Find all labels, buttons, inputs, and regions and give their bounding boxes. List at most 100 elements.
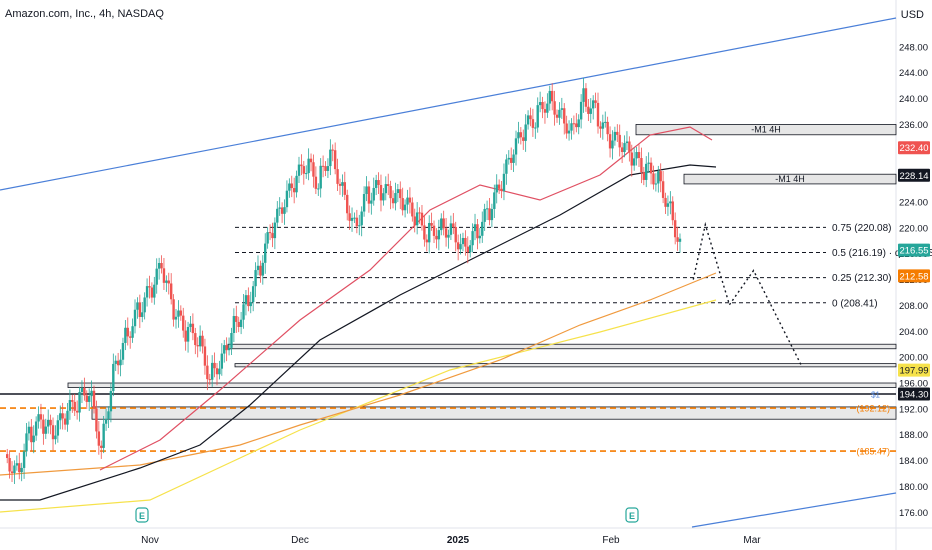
candle-body: [51, 425, 55, 440]
candle-body: [153, 284, 156, 298]
candle-body: [44, 426, 47, 434]
candle-body: [616, 131, 619, 135]
candle-body: [194, 333, 197, 346]
candle-body: [471, 231, 474, 246]
candle-body: [223, 345, 226, 354]
candle-body: [346, 194, 349, 214]
candle-body: [256, 265, 260, 271]
candle-body: [319, 165, 322, 189]
candle-body: [169, 283, 173, 300]
candle-body: [413, 216, 416, 226]
y-tick-label: 176.00: [899, 508, 928, 519]
candle-body: [507, 157, 510, 160]
candle-body: [198, 335, 202, 347]
candle-body: [148, 286, 151, 288]
candle-body: [136, 302, 139, 310]
candle-body: [266, 232, 269, 244]
candle-body: [353, 217, 356, 219]
candle-body: [454, 227, 457, 243]
candle-body: [642, 172, 646, 180]
candle-body: [92, 390, 96, 409]
candle-body: [350, 217, 354, 221]
candle-body: [678, 238, 682, 242]
x-tick-label: Dec: [291, 535, 309, 546]
candle-body: [396, 189, 400, 194]
candle-body: [531, 119, 535, 128]
candle-body: [355, 217, 359, 227]
candle-body: [394, 193, 397, 204]
candle-body: [47, 419, 50, 427]
candle-body: [280, 207, 284, 214]
candle-body: [333, 150, 337, 170]
candle-body: [637, 152, 641, 159]
candle-body: [418, 212, 421, 214]
candle-body: [596, 102, 600, 127]
resistance-zone: [635, 124, 897, 136]
y-tick-label: 240.00: [899, 94, 928, 105]
candle-body: [628, 141, 631, 153]
candle-body: [244, 295, 248, 305]
candle-body: [449, 223, 453, 235]
candle-body: [165, 280, 168, 283]
candle-body: [420, 212, 424, 226]
candle-body: [109, 390, 113, 412]
candle-body: [133, 309, 137, 327]
candle-body: [577, 119, 580, 128]
candle-body: [666, 203, 670, 207]
candle-body: [645, 163, 648, 180]
candle-body: [196, 345, 199, 347]
lower-trendline: [691, 492, 897, 528]
candle-body: [210, 362, 214, 380]
candle-body: [145, 286, 149, 298]
candle-body: [249, 302, 252, 307]
candle-body: [126, 327, 129, 337]
candle-body: [331, 149, 334, 151]
candle-body: [97, 431, 101, 446]
candle-body: [302, 166, 306, 174]
candle-body: [529, 115, 532, 120]
candle-body: [227, 347, 231, 351]
candle-body: [203, 346, 207, 366]
candle-body: [121, 342, 125, 360]
candle-body: [116, 360, 120, 366]
y-tick-label: 244.00: [899, 68, 928, 79]
candle-body: [370, 200, 373, 204]
candle-body: [90, 390, 93, 397]
candle-body: [85, 395, 88, 402]
price-tag: [898, 363, 930, 377]
candle-body: [476, 224, 479, 239]
candle-body: [377, 180, 380, 185]
candle-body: [647, 162, 650, 164]
candle-body: [317, 188, 320, 190]
support-zone: [91, 406, 897, 420]
candle-body: [338, 183, 342, 186]
candle-body: [442, 218, 445, 229]
candle-body: [15, 463, 19, 466]
candle-body: [114, 360, 117, 364]
candle-body: [406, 197, 409, 205]
candle-body: [95, 408, 98, 432]
fib-level-label: 0.75 (220.08): [832, 223, 892, 234]
candle-body: [107, 411, 110, 419]
dashed-level-label: (192.12): [856, 404, 890, 414]
resistance-zone-label: -M1 4H: [751, 125, 781, 135]
candle-body: [673, 220, 677, 238]
earnings-marker: [135, 507, 149, 523]
y-tick-label: 204.00: [899, 327, 928, 338]
candle-body: [384, 184, 387, 194]
candle-body: [18, 463, 21, 473]
candle-body: [649, 162, 653, 174]
key-level-tag: $1: [871, 391, 880, 400]
candle-body: [360, 211, 363, 226]
candle-body: [20, 467, 23, 473]
candle-body: [575, 123, 578, 128]
candle-body: [367, 186, 371, 204]
candle-body: [78, 392, 81, 413]
candle-body: [444, 228, 448, 238]
candle-body: [611, 140, 614, 149]
candle-body: [13, 465, 16, 473]
candle-body: [273, 222, 277, 239]
candle-body: [75, 410, 79, 413]
candle-body: [519, 132, 523, 138]
